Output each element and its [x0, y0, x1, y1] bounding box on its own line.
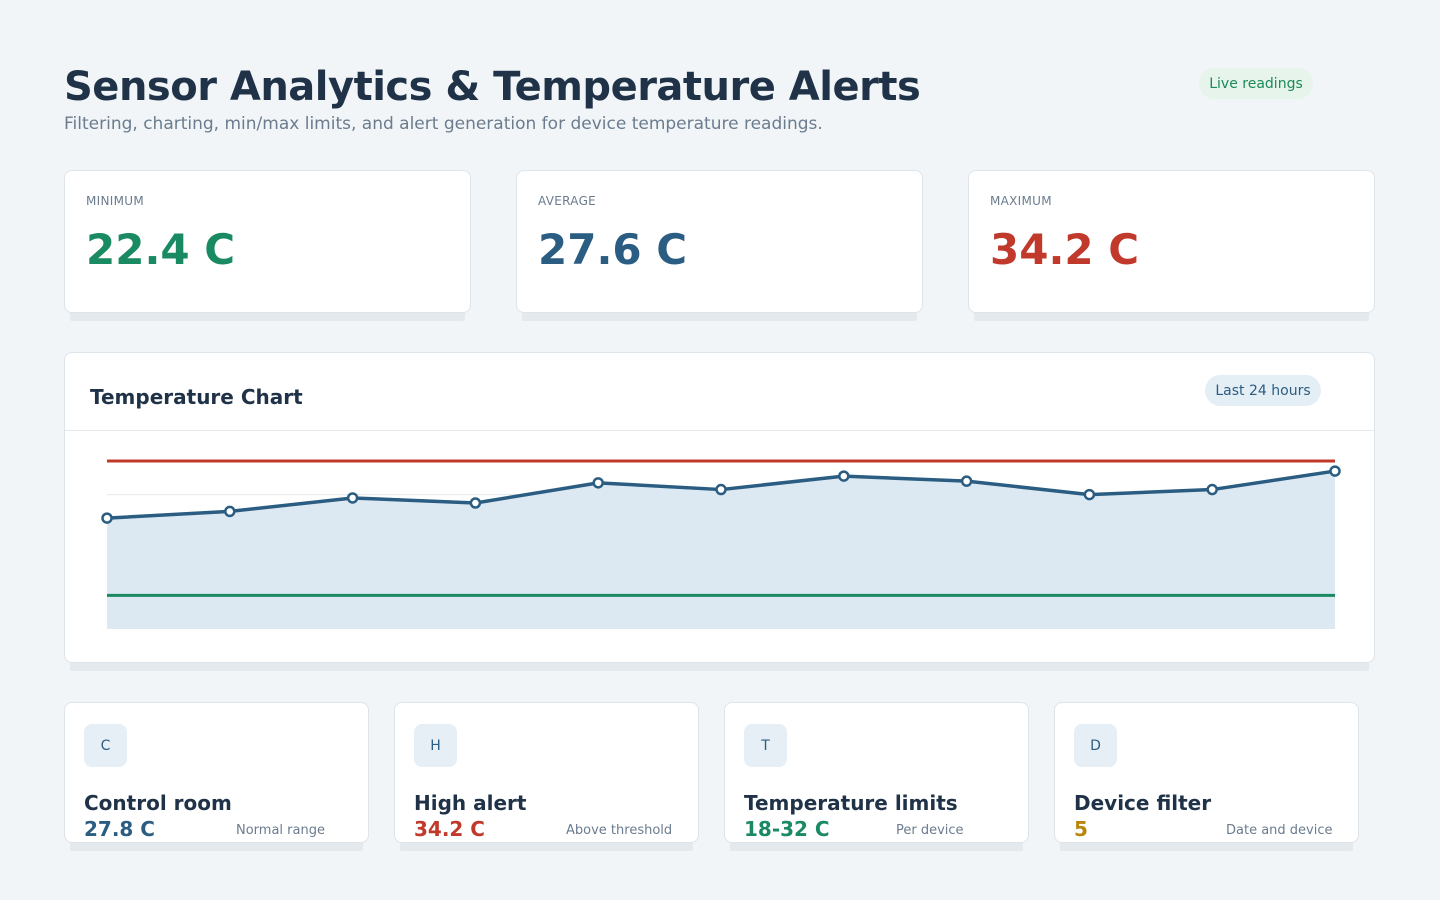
stat-label: MAXIMUM: [990, 194, 1052, 208]
info-title: Temperature limits: [744, 791, 958, 815]
page-title: Sensor Analytics & Temperature Alerts: [64, 64, 921, 110]
data-point: [1083, 488, 1096, 501]
data-point: [469, 497, 482, 509]
high-alert-icon: H: [414, 724, 457, 767]
data-point: [1206, 483, 1218, 496]
temperature-chart-card: Temperature Chart Last 24 hours: [64, 352, 1375, 663]
chart-header: Temperature Chart Last 24 hours: [65, 353, 1374, 431]
info-card-high-alert[interactable]: H High alert 34.2 C Above threshold: [394, 702, 699, 843]
info-note: Per device: [896, 823, 964, 838]
data-point: [960, 475, 973, 487]
stat-card-minimum: MINIMUM 22.4 C: [64, 170, 471, 313]
temperature-limits-icon: T: [744, 724, 787, 767]
temperature-chart: [101, 459, 1341, 629]
live-readings-badge[interactable]: Live readings: [1199, 68, 1313, 99]
data-point: [224, 505, 236, 518]
chart-title: Temperature Chart: [90, 385, 303, 409]
data-point: [838, 470, 850, 482]
info-title: Device filter: [1074, 791, 1212, 815]
data-point: [1329, 465, 1341, 477]
device-filter-icon: D: [1074, 724, 1117, 767]
info-value: 27.8 C: [84, 817, 155, 841]
stat-value: 27.6 C: [538, 225, 688, 274]
page-subtitle: Filtering, charting, min/max limits, and…: [64, 114, 823, 134]
stat-label: AVERAGE: [538, 194, 597, 208]
info-title: Control room: [84, 791, 232, 815]
info-title: High alert: [414, 791, 527, 815]
data-point: [592, 477, 604, 489]
data-point: [101, 512, 113, 524]
series-area: [107, 471, 1335, 629]
control-room-icon: C: [84, 724, 127, 767]
info-value: 5: [1074, 817, 1088, 841]
info-card-device-filter[interactable]: D Device filter 5 Date and device: [1054, 702, 1359, 843]
info-card-temperature-limits[interactable]: T Temperature limits 18-32 C Per device: [724, 702, 1029, 843]
stat-label: MINIMUM: [86, 194, 144, 208]
info-note: Normal range: [236, 823, 325, 838]
info-note: Date and device: [1226, 823, 1333, 838]
stat-card-maximum: MAXIMUM 34.2 C: [968, 170, 1375, 313]
info-card-control-room[interactable]: C Control room 27.8 C Normal range: [64, 702, 369, 843]
data-point: [715, 483, 727, 496]
time-range-badge[interactable]: Last 24 hours: [1205, 375, 1321, 406]
info-value: 34.2 C: [414, 817, 485, 841]
info-value: 18-32 C: [744, 817, 830, 841]
stat-card-average: AVERAGE 27.6 C: [516, 170, 923, 313]
data-point: [346, 492, 359, 504]
stat-value: 34.2 C: [990, 225, 1140, 274]
info-note: Above threshold: [566, 823, 673, 838]
stat-value: 22.4 C: [86, 225, 236, 274]
